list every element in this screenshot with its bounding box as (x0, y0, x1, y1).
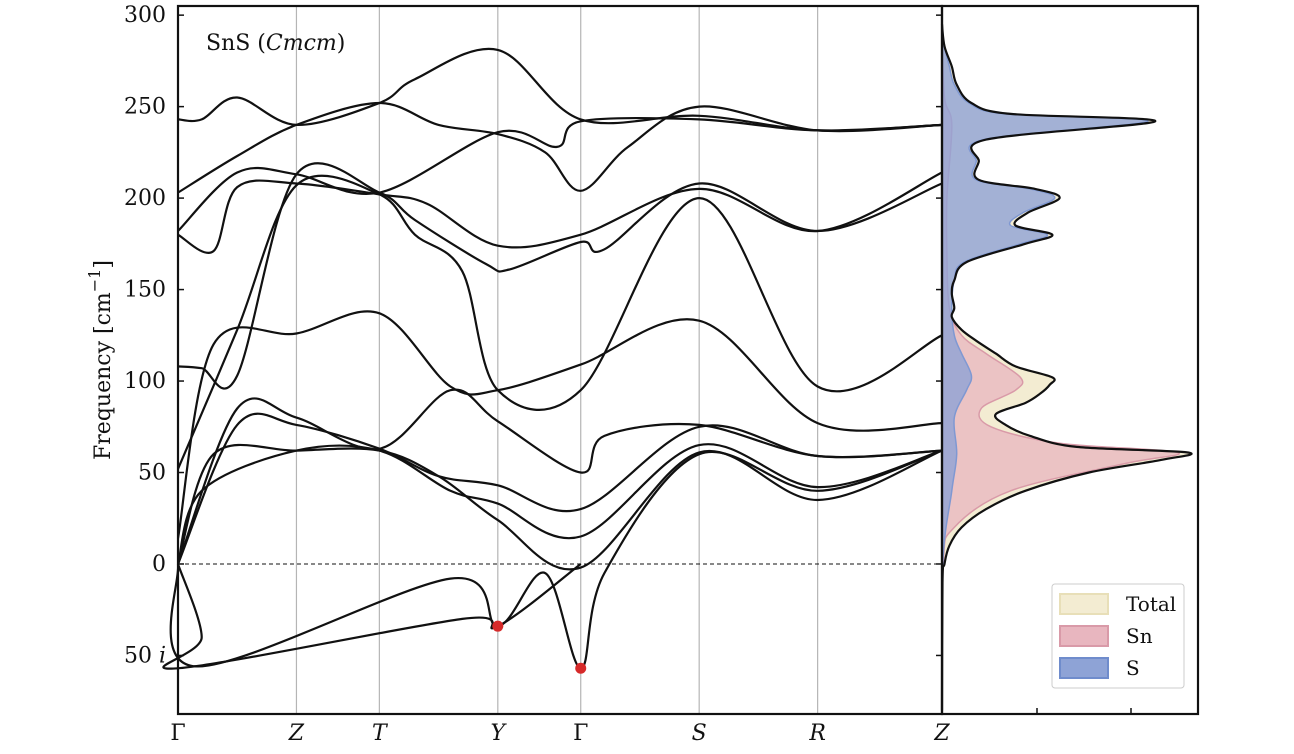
legend-label-s: S (1126, 656, 1140, 680)
dos-legend: Total Sn S (1051, 583, 1185, 689)
chart-title-part-2: Cmcm (266, 31, 337, 56)
phonon-bands (162, 47, 943, 670)
y-tick-label: 50 (138, 461, 166, 486)
legend-swatch-total (1059, 593, 1109, 615)
chart-title-part-3: ) (337, 31, 346, 56)
y-tick-label: 150 (124, 278, 166, 303)
x-tick-label: Z (933, 721, 950, 746)
x-tick-label: T (372, 721, 389, 746)
chart-title-part-1: SnS ( (206, 31, 266, 56)
band-3 (177, 116, 943, 232)
x-tick-label: Γ (170, 721, 185, 746)
y-axis-title-main: Frequency [cm (91, 292, 116, 460)
band-11 (176, 443, 943, 565)
imaginary-minimum-marker-2 (575, 662, 587, 674)
y-axis-title-end: ] (91, 260, 116, 269)
y-axis-title-sup: −1 (85, 269, 104, 293)
y-tick-label: 100 (124, 369, 166, 394)
x-tick-label: Z (288, 721, 305, 746)
x-tick-label: S (692, 721, 707, 746)
y-tick-label: 300 (124, 3, 166, 28)
legend-label-total: Total (1126, 592, 1176, 616)
band-10 (176, 443, 943, 571)
band-12 (162, 563, 582, 670)
band-8 (176, 388, 943, 565)
dos-total-line (940, 24, 1193, 711)
y-tick-label-suffix: i (159, 643, 166, 668)
band-2 (177, 101, 943, 194)
dos-fills (940, 24, 1193, 711)
legend-swatch-sn (1059, 625, 1109, 647)
band-5 (177, 162, 943, 390)
band-6 (176, 174, 943, 470)
band-4 (177, 171, 943, 254)
chart-title: SnS (Cmcm) (206, 31, 345, 56)
band-7 (176, 310, 943, 539)
legend-label-sn: Sn (1126, 624, 1153, 648)
x-tick-label: Y (491, 721, 508, 746)
y-tick-label: 50 (124, 643, 152, 668)
legend-swatch-s (1059, 657, 1109, 679)
y-tick-label: 250 (124, 95, 166, 120)
x-tick-label: R (808, 721, 826, 746)
y-tick-label: 0 (152, 552, 166, 577)
band-9 (176, 412, 943, 565)
dos-panel-frame (940, 4, 1200, 716)
x-tick-label: Γ (573, 721, 588, 746)
band-1 (177, 47, 943, 132)
imaginary-minimum-marker-1 (492, 620, 504, 632)
y-axis-title: Frequency [cm−1] (85, 260, 116, 460)
y-tick-label: 200 (124, 186, 166, 211)
band-13 (169, 449, 943, 670)
plot-frames (176, 4, 1200, 716)
y-axis-ticks: 300 250 200 150 100 50 0 50 i (124, 3, 942, 668)
imaginary-mode-markers (492, 620, 587, 674)
